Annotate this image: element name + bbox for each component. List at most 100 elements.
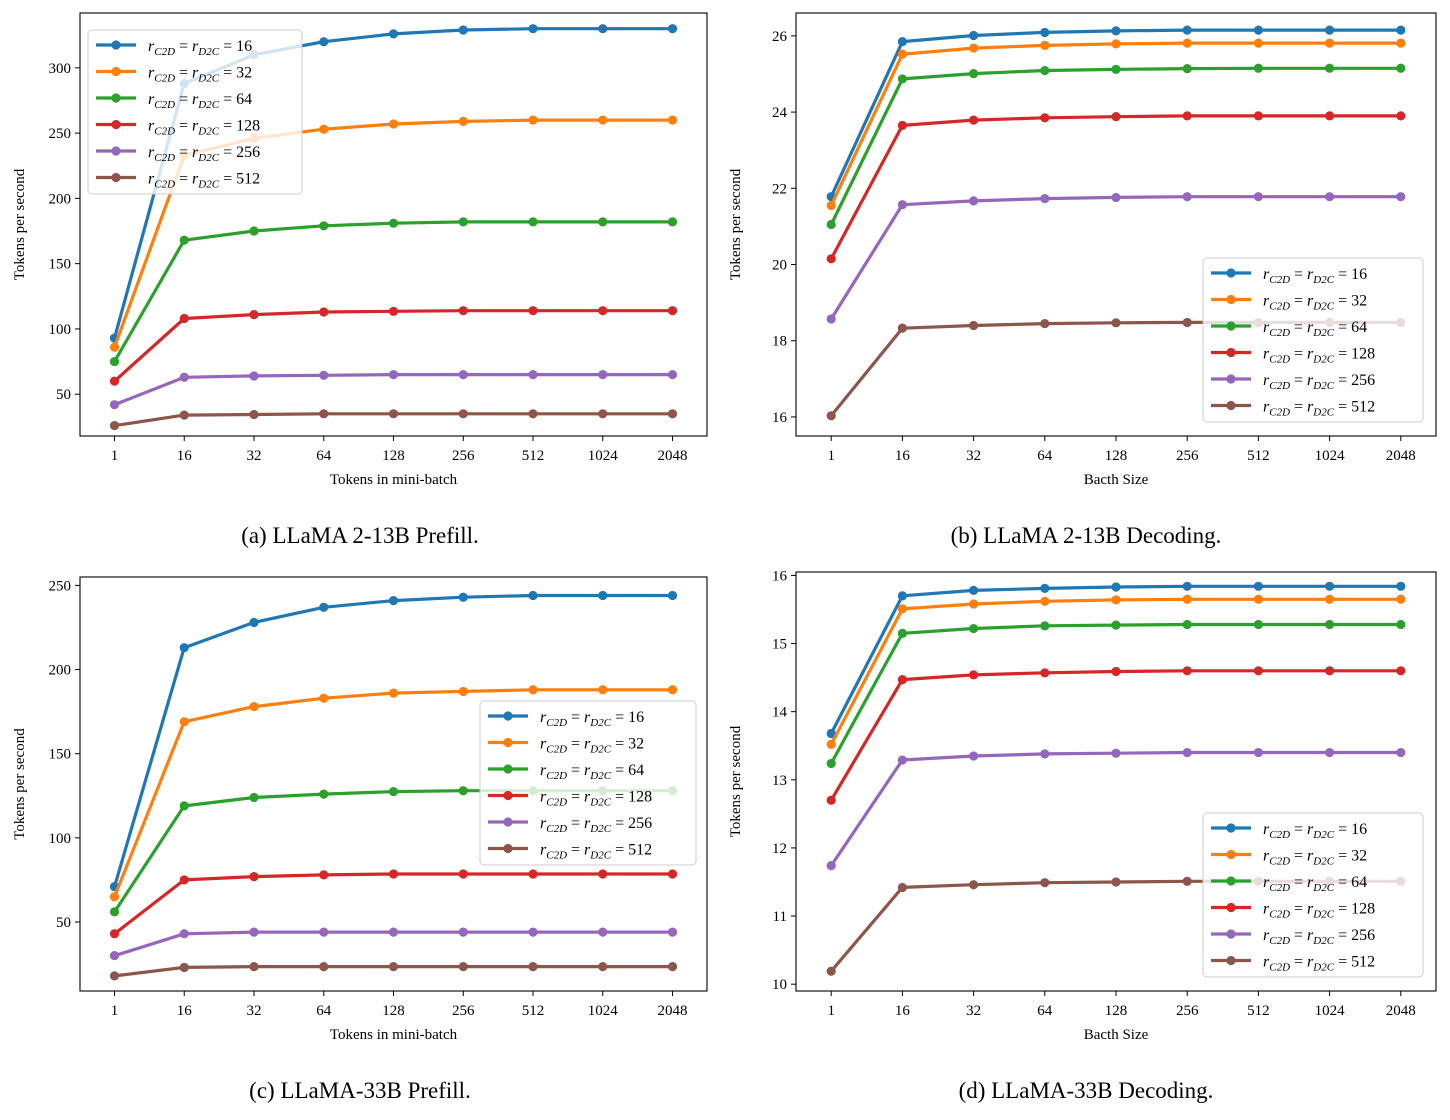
legend-box — [1202, 812, 1424, 978]
data-point — [1182, 594, 1192, 604]
legend-box — [1202, 257, 1424, 423]
data-point — [458, 592, 468, 602]
legend-entry-2: rC2D = rD2C = 64 — [1263, 874, 1367, 894]
data-point — [458, 869, 468, 879]
legend-entry-0: rC2D = rD2C = 16 — [148, 38, 252, 58]
data-point — [969, 30, 979, 41]
legend-marker-1 — [503, 737, 513, 748]
legend-marker-4 — [1226, 929, 1236, 939]
data-point — [458, 409, 468, 419]
data-point — [179, 929, 189, 939]
data-point — [1182, 581, 1192, 591]
data-point — [667, 409, 678, 419]
data-point — [1040, 621, 1050, 631]
data-point — [969, 43, 979, 53]
data-point — [528, 869, 538, 879]
legend-entry-2: rC2D = rD2C = 64 — [540, 762, 644, 782]
data-point — [1396, 192, 1406, 202]
x-tick-label: 128 — [382, 1003, 405, 1019]
y-axis-label: Tokens per second — [12, 168, 28, 280]
data-point — [319, 370, 329, 380]
legend-entry-4: rC2D = rD2C = 256 — [1263, 372, 1375, 392]
y-tick-label: 22 — [772, 181, 787, 197]
x-tick-label: 16 — [177, 448, 193, 464]
data-point — [667, 869, 678, 879]
x-tick-label: 1024 — [588, 1003, 619, 1019]
data-point — [1111, 620, 1121, 630]
series-line-3 — [113, 872, 673, 936]
data-point — [1111, 582, 1121, 592]
x-tick-label: 32 — [246, 1003, 261, 1019]
y-tick-label: 11 — [773, 909, 787, 925]
data-point — [388, 961, 399, 972]
y-tick-label: 150 — [49, 747, 72, 763]
series-line-2 — [113, 220, 673, 363]
data-point — [1111, 64, 1121, 74]
data-point — [598, 217, 608, 227]
data-point — [1182, 64, 1192, 74]
data-point — [109, 356, 120, 367]
data-point — [969, 585, 979, 595]
legend-marker-2 — [1226, 876, 1236, 886]
data-point — [1396, 619, 1406, 630]
x-tick-label: 1 — [111, 1003, 119, 1019]
data-point — [1253, 581, 1263, 591]
x-tick-label: 1024 — [1315, 448, 1346, 464]
data-point — [598, 590, 608, 601]
x-tick-label: 1024 — [588, 448, 619, 464]
y-tick-label: 150 — [49, 257, 72, 273]
legend-marker-4 — [503, 817, 513, 827]
data-point — [598, 685, 608, 695]
data-point — [1253, 594, 1263, 604]
data-point — [1325, 38, 1335, 48]
data-point — [458, 961, 468, 972]
data-point — [458, 116, 468, 126]
data-point — [667, 685, 678, 695]
data-point — [826, 966, 836, 976]
legend-entry-3: rC2D = rD2C = 128 — [1263, 901, 1375, 921]
legend-entry-4: rC2D = rD2C = 256 — [148, 144, 260, 164]
data-point — [388, 306, 399, 316]
panel-caption: (b) LLaMA 2-13B Decoding. — [951, 523, 1222, 548]
data-point — [897, 36, 908, 47]
data-point — [109, 892, 120, 902]
data-point — [969, 880, 979, 890]
data-point — [1253, 192, 1263, 202]
panel-caption: (a) LLaMA 2-13B Prefill. — [241, 523, 479, 548]
data-point — [598, 306, 608, 316]
x-tick-label: 2048 — [658, 448, 688, 464]
data-point — [109, 376, 120, 386]
x-tick-label: 512 — [1247, 1003, 1270, 1019]
data-point — [1325, 747, 1335, 758]
data-point — [826, 739, 836, 749]
data-point — [1040, 113, 1050, 123]
legend-entry-0: rC2D = rD2C = 16 — [1263, 821, 1367, 841]
data-point — [667, 590, 678, 601]
data-point — [1325, 25, 1335, 35]
data-point — [969, 115, 979, 125]
chart-panel-3: 1 16 32 64 128 256 512 1024 2048 10 11 12 13 14 15 16 Ba… — [728, 568, 1437, 1103]
legend-marker-3 — [111, 119, 121, 130]
data-point — [598, 927, 608, 937]
y-tick-label: 15 — [772, 637, 787, 653]
legend-marker-5 — [1226, 955, 1236, 966]
data-point — [249, 409, 259, 420]
data-point — [598, 869, 608, 879]
y-tick-label: 250 — [49, 126, 72, 142]
data-point — [528, 961, 538, 972]
legend-entry-4: rC2D = rD2C = 256 — [540, 815, 652, 835]
data-point — [388, 927, 399, 937]
data-point — [1396, 111, 1406, 121]
data-point — [109, 400, 120, 410]
legend-entry-2: rC2D = rD2C = 64 — [1263, 319, 1367, 339]
y-tick-label: 10 — [772, 977, 787, 993]
data-point — [388, 688, 399, 698]
data-point — [897, 755, 908, 765]
legend-entry-0: rC2D = rD2C = 16 — [1263, 266, 1367, 286]
y-tick-label: 100 — [49, 831, 72, 847]
x-tick-label: 256 — [452, 448, 475, 464]
data-point — [826, 254, 836, 264]
data-point — [1253, 38, 1263, 48]
legend-marker-3 — [1226, 902, 1236, 913]
data-point — [179, 410, 189, 420]
